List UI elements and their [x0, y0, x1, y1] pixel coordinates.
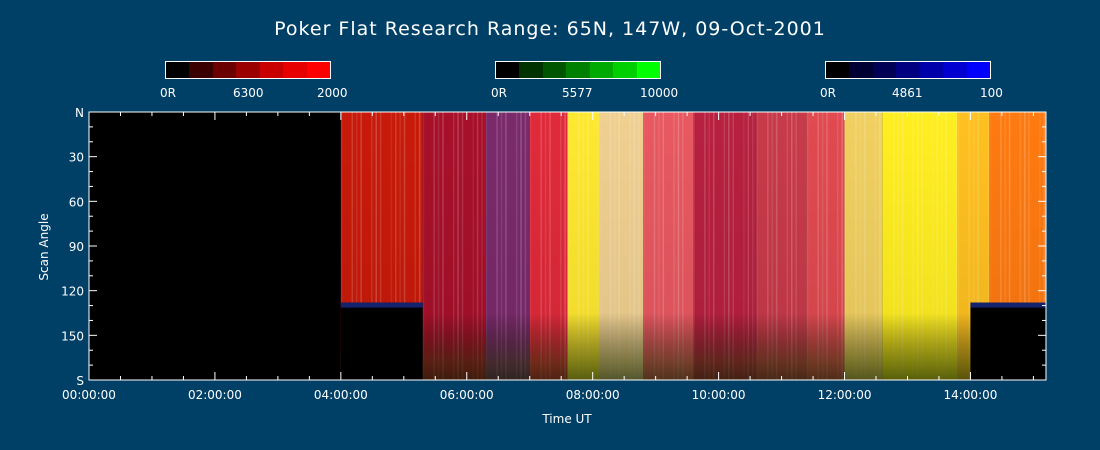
colorbar-5577-min-label: 0R	[491, 86, 507, 100]
x-tick-label-2: 04:00:00	[314, 388, 368, 402]
colorbar-6300-swatch-6	[306, 62, 330, 78]
axes: N 30 60 90 120 150 S00:00:00 02:00:00 04:00:00 06…	[61, 106, 1047, 402]
colorbar-6300-swatch-4	[259, 62, 284, 78]
colorbar-5577-swatch-2	[542, 62, 567, 78]
x-tick-label-1: 02:00:00	[188, 388, 242, 402]
colorbar-6300-max-label: 2000	[317, 86, 348, 100]
x-tick-label-5: 10:00:00	[692, 388, 746, 402]
colorbar-6300-min-label: 0R	[160, 86, 176, 100]
colorbar-5577-swatch-5	[613, 62, 637, 78]
no-data-region-1	[970, 302, 1046, 380]
colorbar-4861	[825, 61, 991, 79]
colorbar-6300	[165, 61, 331, 79]
y-tick-label-1: 30	[69, 151, 84, 165]
colorbar-4861-max-label: 100	[980, 86, 1003, 100]
colorbar-4861-name: 4861	[892, 86, 923, 100]
bottom-fade	[340, 112, 1046, 380]
y-tick-label-2: 60	[69, 195, 84, 209]
colorbar-5577-name: 5577	[562, 86, 593, 100]
colorbar-4861-swatch-2	[872, 62, 897, 78]
x-tick-label-6: 12:00:00	[818, 388, 872, 402]
no-data-edge-0	[340, 302, 423, 308]
colorbar-5577-swatch-1	[519, 62, 543, 78]
colorbar-4861-swatch-3	[896, 62, 920, 78]
colorbar-4861-swatch-5	[943, 62, 967, 78]
y-tick-label-0: N	[75, 106, 84, 120]
colorbar-4861-swatch-0	[826, 62, 850, 78]
colorbar-6300-swatch-0	[166, 62, 190, 78]
y-tick-label-6: S	[76, 374, 84, 388]
colorbar-5577-swatch-4	[589, 62, 614, 78]
colorbar-6300-swatch-5	[283, 62, 307, 78]
colorbar-6300-swatch-1	[189, 62, 213, 78]
colorbar-6300-swatch-3	[236, 62, 260, 78]
colorbar-4861-swatch-4	[919, 62, 944, 78]
colorbar-6300-name: 6300	[233, 86, 264, 100]
colorbar-4861-min-label: 0R	[820, 86, 836, 100]
y-tick-label-4: 120	[61, 285, 84, 299]
colorbar-5577-swatch-6	[636, 62, 660, 78]
colorbar-5577-swatch-0	[496, 62, 520, 78]
no-data-edge-1	[970, 302, 1046, 308]
y-axis-title: Scan Angle	[37, 213, 51, 280]
x-tick-label-7: 14:00:00	[943, 388, 997, 402]
y-tick-label-5: 150	[61, 329, 84, 343]
data-segment-0	[89, 112, 341, 380]
colorbar-4861-swatch-6	[966, 62, 990, 78]
y-tick-label-3: 90	[69, 240, 84, 254]
no-data-region-0	[340, 302, 423, 380]
x-axis-title: Time UT	[541, 412, 592, 426]
x-tick-label-4: 08:00:00	[566, 388, 620, 402]
colorbar-5577	[495, 61, 661, 79]
x-tick-label-0: 00:00:00	[62, 388, 116, 402]
colorbar-6300-swatch-2	[212, 62, 237, 78]
x-tick-label-3: 06:00:00	[440, 388, 494, 402]
colorbar-5577-swatch-3	[566, 62, 590, 78]
colorbar-4861-swatch-1	[849, 62, 873, 78]
colorbar-5577-max-label: 10000	[640, 86, 679, 100]
plot-area	[89, 112, 1046, 380]
chart-title: Poker Flat Research Range: 65N, 147W, 09…	[274, 18, 826, 40]
